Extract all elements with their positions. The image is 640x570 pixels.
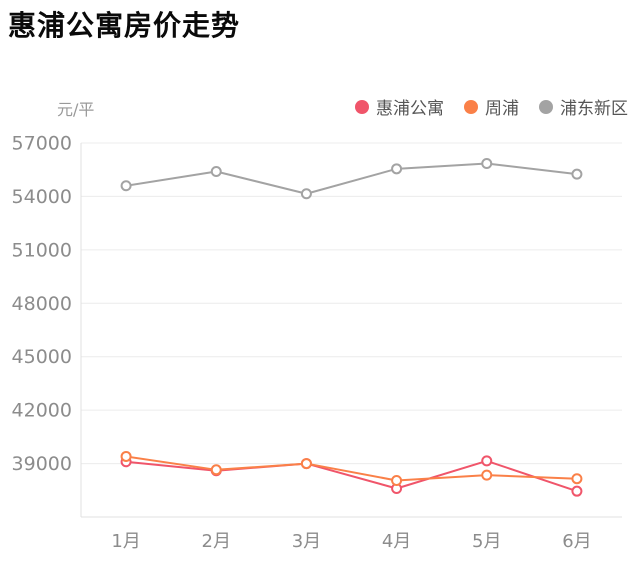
chart-title: 惠浦公寓房价走势: [8, 9, 241, 42]
x-tick-label: 5月: [472, 531, 501, 552]
data-point-zhoupu-5[interactable]: [481, 469, 493, 481]
x-tick-label: 2月: [202, 531, 231, 552]
y-axis-unit-label: 元/平: [57, 100, 95, 119]
legend-label-zhoupu: 周浦: [485, 99, 519, 119]
data-point-pudong-xinqu-3[interactable]: [300, 188, 312, 200]
data-point-zhoupu-3[interactable]: [300, 458, 312, 470]
y-tick-label: 57000: [12, 133, 72, 155]
y-tick-label: 42000: [12, 400, 72, 422]
x-tick-label: 3月: [292, 531, 321, 552]
chart-legend: 惠浦公寓 周浦 浦东新区: [355, 94, 628, 119]
data-point-pudong-xinqu-5[interactable]: [481, 157, 493, 169]
legend-dot-icon-zhoupu: [464, 99, 478, 114]
data-point-pudong-xinqu-1[interactable]: [120, 180, 132, 192]
legend-item-huipu-gongyu[interactable]: 惠浦公寓: [355, 94, 444, 119]
series-line-pudong-xinqu: [125, 162, 578, 195]
data-point-zhoupu-2[interactable]: [210, 464, 222, 476]
data-point-pudong-xinqu-2[interactable]: [210, 165, 222, 177]
data-point-pudong-xinqu-6[interactable]: [571, 168, 583, 180]
legend-label-huipu-gongyu: 惠浦公寓: [376, 99, 444, 119]
legend-dot-icon-huipu-gongyu: [355, 99, 369, 114]
data-point-zhoupu-4[interactable]: [391, 474, 403, 486]
y-tick-label: 54000: [12, 186, 72, 208]
y-tick-label: 51000: [12, 239, 72, 261]
legend-label-pudong-xinqu: 浦东新区: [560, 99, 628, 119]
x-tick-label: 4月: [382, 531, 411, 552]
y-tick-label: 48000: [12, 293, 72, 315]
data-point-zhoupu-6[interactable]: [571, 473, 583, 485]
legend-item-zhoupu[interactable]: 周浦: [464, 94, 519, 119]
series-line-zhoupu: [125, 455, 578, 482]
data-point-pudong-xinqu-4[interactable]: [391, 163, 403, 175]
data-point-huipu-gongyu-6[interactable]: [571, 485, 583, 497]
x-tick-label: 6月: [562, 531, 591, 552]
legend-dot-icon-pudong-xinqu: [539, 99, 553, 114]
data-point-huipu-gongyu-5[interactable]: [481, 455, 493, 467]
x-tick-label: 1月: [111, 531, 140, 552]
y-tick-label: 39000: [12, 453, 72, 475]
data-point-zhoupu-1[interactable]: [120, 450, 132, 462]
legend-item-pudong-xinqu[interactable]: 浦东新区: [539, 94, 628, 119]
series-line-huipu-gongyu: [125, 459, 578, 493]
y-tick-label: 45000: [12, 346, 72, 368]
